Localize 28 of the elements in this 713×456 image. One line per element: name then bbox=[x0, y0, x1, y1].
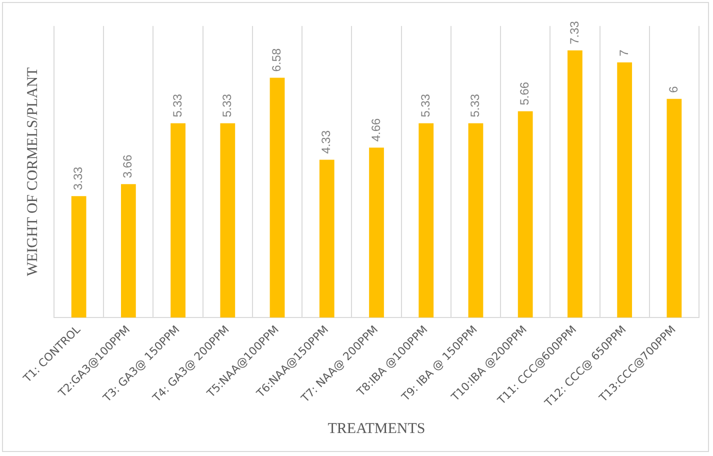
bar bbox=[666, 98, 682, 318]
bar bbox=[120, 184, 136, 318]
x-axis-title: TREATMENTS bbox=[328, 420, 426, 437]
bar bbox=[518, 111, 533, 318]
data-label: 4.66 bbox=[368, 118, 383, 142]
bar bbox=[418, 123, 434, 318]
data-label: 6 bbox=[666, 86, 681, 93]
bar bbox=[617, 62, 632, 318]
data-label: 5.33 bbox=[468, 94, 482, 118]
data-label: 5.66 bbox=[518, 82, 532, 106]
data-label: 5.33 bbox=[220, 94, 234, 118]
bar bbox=[170, 123, 186, 318]
data-label: 7.33 bbox=[567, 20, 582, 44]
bar bbox=[270, 78, 285, 318]
data-label: 3.33 bbox=[71, 166, 86, 190]
bar bbox=[319, 160, 334, 318]
bar bbox=[71, 196, 86, 318]
bar bbox=[568, 50, 582, 318]
data-label: 3.66 bbox=[120, 154, 135, 178]
data-label: 4.33 bbox=[319, 130, 334, 154]
bar bbox=[220, 123, 236, 318]
data-label: 7 bbox=[616, 49, 631, 56]
bar bbox=[369, 148, 384, 318]
data-label: 5.33 bbox=[418, 94, 432, 118]
data-label: 6.58 bbox=[270, 48, 284, 72]
data-label: 5.33 bbox=[170, 94, 184, 118]
bar bbox=[468, 123, 484, 318]
y-axis-title: WEIGHT OF CORMELS/PLANT bbox=[24, 67, 41, 276]
